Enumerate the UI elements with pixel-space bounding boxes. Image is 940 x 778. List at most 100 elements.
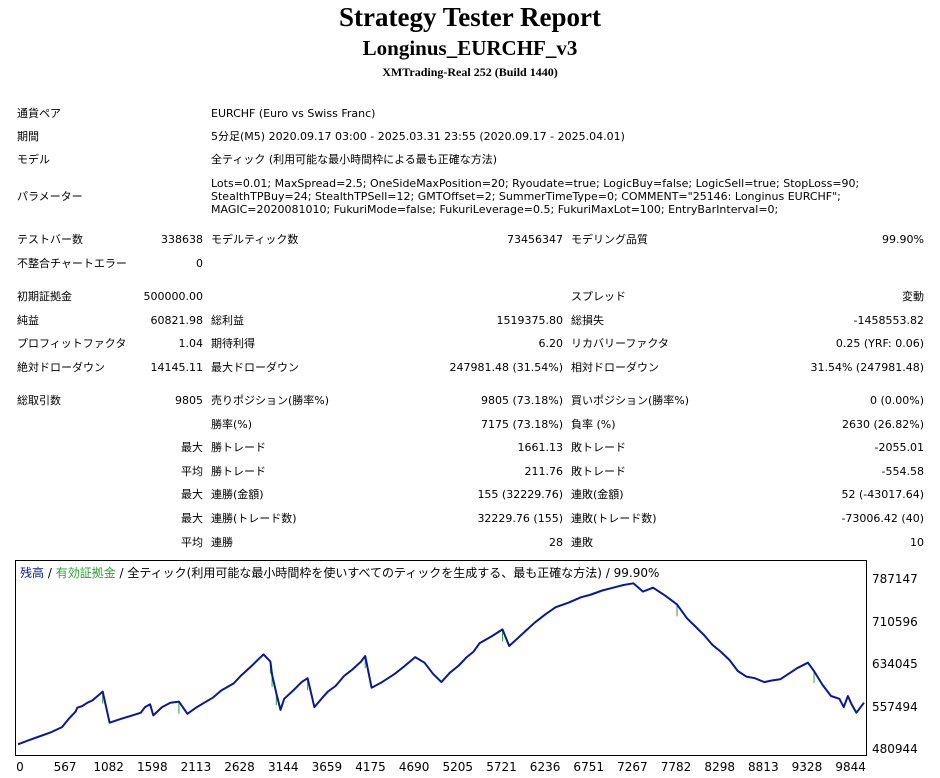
gross-profit-label: 総利益 bbox=[211, 314, 244, 327]
pf-value: 1.04 bbox=[178, 337, 204, 350]
bars-value: 338638 bbox=[161, 233, 203, 246]
chart-legend: 残高 / 有効証拠金 / 全ティック(利用可能な最小時間枠を使いすべてのティック… bbox=[20, 564, 659, 581]
gross-loss-label: 総損失 bbox=[571, 314, 604, 327]
legend-balance: 残高 bbox=[20, 566, 45, 580]
period-label: 期間 bbox=[17, 130, 39, 143]
bars-label: テストバー数 bbox=[17, 233, 83, 246]
spread-value: 変動 bbox=[902, 290, 924, 303]
server-name: XMTrading-Real 252 (Build 1440) bbox=[382, 65, 558, 79]
quality-label: モデリング品質 bbox=[571, 233, 648, 246]
avg-consec-wins-value: 28 bbox=[549, 536, 563, 549]
x-tick-label: 4175 bbox=[355, 760, 386, 774]
y-tick-label: 787147 bbox=[872, 572, 918, 586]
params-label: パラメーター bbox=[17, 190, 83, 203]
average-label: 平均 bbox=[181, 465, 203, 478]
net-label: 純益 bbox=[17, 314, 39, 327]
y-tick-label: 634045 bbox=[872, 657, 918, 671]
x-tick-label: 2113 bbox=[180, 760, 212, 774]
legend-separator: / bbox=[601, 566, 614, 580]
avg-consec-losses-value: 10 bbox=[910, 536, 924, 549]
expected-value: 6.20 bbox=[538, 337, 564, 350]
consec-losses-count-label: 連敗(トレード数) bbox=[571, 512, 657, 525]
x-tick-label: 4690 bbox=[398, 760, 430, 774]
x-tick-label: 2628 bbox=[224, 760, 255, 774]
consec-losses-money-label: 連敗(金額) bbox=[571, 488, 624, 501]
x-tick-label: 3659 bbox=[311, 760, 343, 774]
max-dd-label: 最大ドローダウン bbox=[211, 361, 299, 374]
short-label: 売りポジション(勝率%) bbox=[211, 394, 330, 407]
legend-quality: 99.90% bbox=[613, 566, 660, 580]
gross-profit-value: 1519375.80 bbox=[496, 314, 563, 327]
legend-separator: / bbox=[44, 566, 56, 580]
x-tick-label: 9328 bbox=[791, 760, 823, 774]
max-label-2: 最大 bbox=[181, 512, 203, 525]
consec-wins-money-label: 連勝(金額) bbox=[211, 488, 264, 501]
avg-consec-wins-label: 連勝 bbox=[211, 536, 233, 549]
long-value: 0 (0.00%) bbox=[869, 394, 924, 407]
largest-loss-value: -2055.01 bbox=[874, 441, 924, 454]
x-tick-label: 7267 bbox=[617, 760, 648, 774]
avg-label-2: 平均 bbox=[181, 536, 203, 549]
y-tick-label: 557494 bbox=[872, 699, 918, 714]
abs-dd-label: 絶対ドローダウン bbox=[17, 361, 105, 374]
period-value: 5分足(M5) 2020.09.17 03:00 - 2025.03.31 23… bbox=[211, 130, 625, 143]
pf-label: プロフィットファクタ bbox=[17, 337, 127, 350]
x-tick-label: 7782 bbox=[660, 760, 692, 774]
trades-value: 9805 bbox=[175, 394, 203, 407]
params-value: Lots=0.01; MaxSpread=2.5; OneSideMaxPosi… bbox=[211, 177, 860, 216]
quality-value: 99.90% bbox=[882, 233, 924, 246]
win-pct-value: 7175 (73.18%) bbox=[480, 418, 563, 431]
spread-label: スプレッド bbox=[571, 290, 626, 303]
x-tick-label: 3144 bbox=[267, 760, 299, 774]
max-dd-value: 247981.48 (31.54%) bbox=[449, 361, 563, 374]
consec-losses-money-value: 52 (-43017.64) bbox=[841, 488, 924, 501]
x-tick-label: 5205 bbox=[442, 760, 474, 774]
avg-win-value: 211.76 bbox=[524, 465, 564, 478]
x-tick-label: 0 bbox=[16, 760, 24, 774]
ticks-value: 73456347 bbox=[507, 233, 563, 246]
short-value: 9805 (73.18%) bbox=[480, 394, 563, 407]
avg-loss-value: -554.58 bbox=[881, 465, 924, 478]
x-tick-label: 8813 bbox=[748, 760, 779, 774]
symbol-value: EURCHF (Euro vs Swiss Franc) bbox=[211, 107, 376, 120]
consec-wins-count-value: 32229.76 (155) bbox=[477, 512, 563, 525]
legend-equity: 有効証拠金 bbox=[55, 566, 116, 580]
max-label-1: 最大 bbox=[181, 488, 203, 501]
largest-win-value: 1661.13 bbox=[517, 441, 564, 454]
deposit-value: 500000.00 bbox=[143, 290, 204, 303]
consec-wins-money-value: 155 (32229.76) bbox=[477, 488, 563, 501]
x-tick-label: 1082 bbox=[93, 760, 124, 774]
avg-loss-label: 敗トレード bbox=[571, 465, 626, 478]
recovery-label: リカバリーファクタ bbox=[571, 337, 669, 350]
consec-wins-count-label: 連勝(トレード数) bbox=[211, 512, 297, 525]
model-value: 全ティック (利用可能な最小時間枠による最も正確な方法) bbox=[211, 153, 498, 166]
ea-name: Longinus_EURCHF_v3 bbox=[362, 36, 578, 60]
avg-win-label: 勝トレード bbox=[211, 465, 266, 478]
x-tick-label: 1598 bbox=[137, 760, 168, 774]
win-pct-label: 勝率(%) bbox=[211, 418, 253, 431]
loss-pct-label: 負率 (%) bbox=[571, 418, 616, 431]
avg-consec-losses-label: 連敗 bbox=[571, 536, 593, 549]
largest-loss-label: 敗トレード bbox=[571, 441, 626, 454]
mismatch-value: 0 bbox=[196, 257, 203, 270]
balance-line bbox=[17, 582, 865, 746]
legend-separator: / bbox=[115, 566, 128, 580]
gross-loss-value: -1458553.82 bbox=[853, 314, 924, 327]
symbol-label: 通貨ペア bbox=[17, 107, 61, 120]
x-tick-label: 6236 bbox=[529, 760, 561, 774]
mismatch-label: 不整合チャートエラー bbox=[17, 257, 127, 270]
largest-win-label: 勝トレード bbox=[211, 441, 266, 454]
x-tick-label: 9844 bbox=[835, 760, 866, 774]
trades-label: 総取引数 bbox=[17, 394, 61, 407]
rel-dd-value: 31.54% (247981.48) bbox=[810, 361, 924, 374]
expected-label: 期待利得 bbox=[211, 337, 255, 350]
net-value: 60821.98 bbox=[150, 314, 204, 327]
report-title: Strategy Tester Report bbox=[339, 2, 601, 32]
chart-plot bbox=[17, 582, 865, 746]
y-tick-label: 710596 bbox=[872, 614, 918, 629]
consec-losses-count-value: -73006.42 (40) bbox=[841, 512, 924, 525]
x-tick-label: 5721 bbox=[486, 760, 517, 774]
recovery-value: 0.25 (YRF: 0.06) bbox=[835, 337, 924, 350]
x-tick-label: 8298 bbox=[704, 760, 735, 774]
balance-chart bbox=[15, 560, 867, 756]
